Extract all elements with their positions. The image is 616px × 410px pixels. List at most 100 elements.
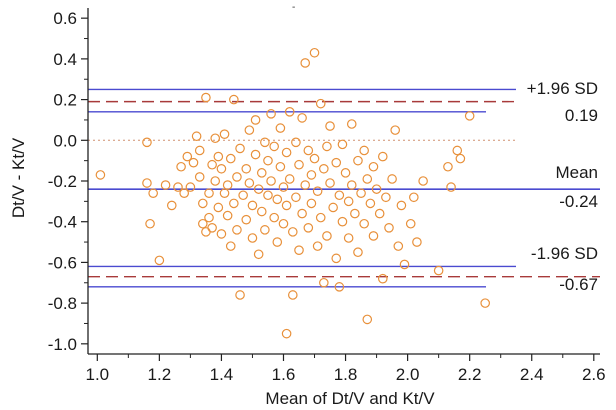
data-point [204,212,214,223]
data-point [377,273,388,284]
data-point [322,141,332,152]
data-point [235,143,245,154]
data-point [337,216,348,227]
data-point [312,241,323,251]
data-point [260,137,270,148]
data-point [253,184,264,194]
y-tick-label: 0.0 [53,131,77,150]
data-point [359,145,369,156]
data-point [179,188,189,199]
data-point [328,202,338,213]
data-point [405,218,416,229]
data-point [368,231,379,241]
data-point [256,206,267,217]
data-point [142,137,152,148]
data-point [142,178,152,188]
y-tick-label: -0.2 [48,172,77,191]
data-point [390,125,400,135]
data-point [225,153,236,164]
data-point [294,159,304,170]
data-point [232,225,242,235]
x-tick-label: 2.4 [520,365,544,384]
data-point [418,176,428,186]
data-point [331,253,342,264]
data-point [213,202,224,213]
data-point [160,180,171,190]
data-point [377,151,388,162]
data-point [322,231,332,241]
data-point [399,259,410,270]
data-point [284,174,295,184]
x-tick-label: 2.6 [582,365,606,384]
upper-limit-label: +1.96 SD [527,79,598,98]
data-point [350,208,360,219]
data-point [433,265,444,276]
data-point [303,223,314,233]
data-point [176,161,186,172]
data-point [455,153,466,164]
data-point [148,188,158,199]
data-point [334,190,345,201]
data-point [241,163,252,174]
data-point [362,314,373,325]
data-point [269,212,279,223]
x-tick-label: 2.0 [396,365,420,384]
y-tick-label: -0.4 [48,213,77,232]
data-point [309,47,320,58]
tick-labels: 1.0 1.2 1.4 1.6 1.8 2.0 2.2 2.4 2.6 0.6 0.4 0.2 0.0 -… [48,9,606,384]
data-point [331,157,342,168]
data-point [334,282,345,292]
data-point [194,145,205,156]
x-axis-title: Mean of Dt/V and Kt/V [265,389,435,408]
data-point [362,174,373,184]
data-point [297,208,307,219]
data-point [443,161,453,172]
data-point [409,192,419,203]
data-point [194,172,205,182]
y-tick-label: -1.0 [48,335,77,354]
data-point [219,129,230,139]
data-point [300,180,311,190]
data-point [353,247,363,258]
data-points [95,47,490,339]
data-point [384,223,394,233]
data-point [263,190,273,201]
mean-label: Mean [555,163,598,182]
data-point [281,328,292,339]
data-point [219,188,230,199]
data-point [269,141,279,152]
lower-limit-value: -0.67 [559,275,598,294]
data-point [247,200,258,211]
data-point [266,109,276,119]
data-point [446,182,456,192]
data-point [306,198,317,209]
data-point [346,180,357,190]
x-tick-label: 2.2 [458,365,482,384]
data-point [145,218,155,229]
data-point [263,155,273,166]
data-point [185,182,196,192]
data-point [287,290,298,300]
data-point [229,198,239,209]
data-point [191,131,202,142]
data-point [247,233,258,243]
data-point [278,218,289,229]
data-point [297,113,307,123]
data-point [291,192,301,203]
data-point [216,163,227,174]
data-point [154,255,165,266]
data-point [340,168,351,178]
data-point [325,178,335,188]
data-point [201,227,211,237]
data-point [452,145,463,156]
data-point [464,111,475,121]
y-tick-label: -0.6 [48,253,77,272]
data-point [412,237,422,247]
data-point [300,58,311,68]
upper-limit-value: 0.19 [565,106,598,125]
data-point [303,145,314,156]
data-point [371,184,382,194]
data-point [337,139,348,150]
lower-limit-label: -1.96 SD [531,244,598,263]
data-point [207,159,217,170]
